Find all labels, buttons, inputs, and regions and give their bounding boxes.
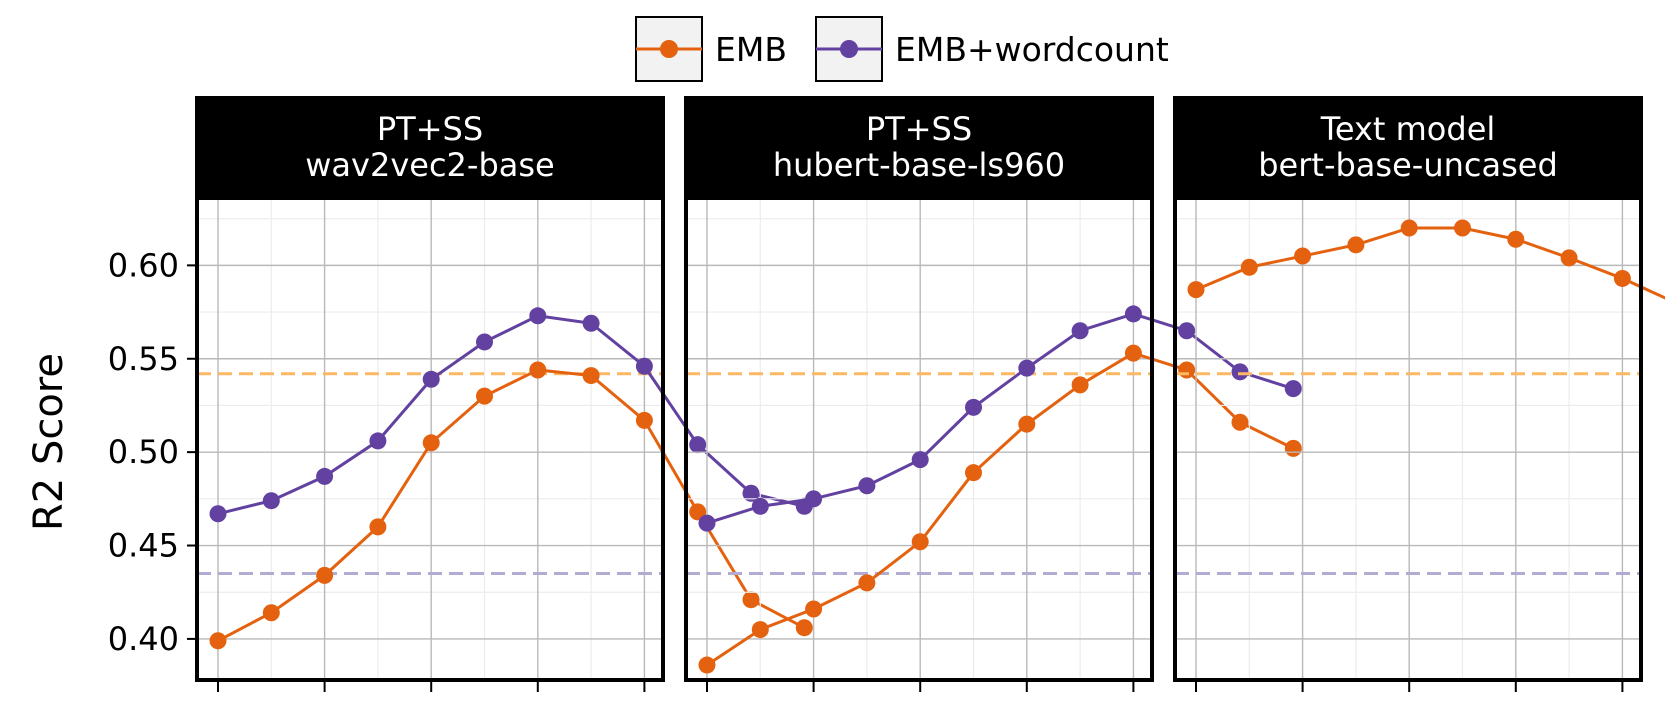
- data-point: [698, 656, 716, 674]
- series-line: [217, 314, 805, 516]
- data-point: [1124, 344, 1142, 362]
- data-point: [965, 464, 982, 482]
- facet-panels: PT+SSwav2vec2-basePT+SShubert-base-ls960…: [108, 96, 1665, 692]
- legend-item: EMB: [635, 16, 787, 82]
- data-point: [422, 370, 440, 388]
- data-point: [1284, 439, 1302, 457]
- data-point: [369, 432, 387, 450]
- data-point: [1454, 219, 1471, 237]
- data-point: [1507, 230, 1525, 248]
- legend-marker: [660, 40, 678, 58]
- y-tick-label: 0.40: [108, 620, 179, 658]
- y-axis-title: R2 Score: [26, 353, 72, 531]
- data-point: [1284, 380, 1302, 398]
- data-point: [1231, 413, 1249, 431]
- panel-strip: [197, 98, 663, 200]
- panel-title-line1: PT+SS: [866, 110, 972, 148]
- data-point: [369, 518, 387, 536]
- data-point: [751, 497, 769, 515]
- data-point: [689, 503, 707, 521]
- legend-marker: [840, 40, 858, 58]
- y-tick-label: 0.55: [108, 340, 179, 378]
- data-point: [689, 436, 707, 454]
- data-point: [529, 361, 547, 379]
- data-point: [1018, 415, 1036, 433]
- panel-title-line2: wav2vec2-base: [305, 146, 554, 184]
- data-point: [209, 505, 227, 523]
- data-point: [911, 533, 929, 551]
- data-point: [1613, 269, 1631, 287]
- data-point: [742, 484, 760, 502]
- panel-title-line2: bert-base-uncased: [1258, 146, 1558, 184]
- data-point: [911, 451, 929, 469]
- panel-strip: [1175, 98, 1641, 200]
- data-point: [316, 566, 334, 584]
- data-point: [1240, 258, 1258, 276]
- data-point: [635, 357, 653, 375]
- data-point: [1071, 322, 1089, 340]
- data-point: [1018, 359, 1036, 377]
- data-point: [805, 600, 823, 618]
- data-point: [1178, 322, 1196, 340]
- data-point: [858, 574, 876, 592]
- data-point: [1187, 281, 1205, 299]
- data-point: [795, 619, 813, 637]
- data-point: [262, 492, 280, 510]
- data-point: [1124, 305, 1142, 323]
- data-point: [1294, 247, 1312, 265]
- data-point: [262, 604, 280, 622]
- data-point: [476, 387, 493, 405]
- y-tick-label: 0.45: [108, 527, 179, 565]
- data-point: [805, 490, 823, 508]
- data-point: [316, 467, 334, 485]
- legend: EMB EMB+wordcount: [635, 16, 1169, 82]
- series-line: [706, 312, 1294, 525]
- panel-title-line1: Text model: [1320, 110, 1496, 148]
- data-point: [965, 398, 982, 416]
- data-point: [582, 367, 600, 385]
- data-point: [1178, 361, 1196, 379]
- legend-item: EMB+wordcount: [815, 16, 1169, 82]
- y-tick-label: 0.60: [108, 246, 179, 284]
- series-line: [1195, 226, 1665, 300]
- data-point: [751, 621, 769, 639]
- data-point: [698, 514, 716, 532]
- data-point: [858, 477, 876, 495]
- data-point: [582, 314, 600, 332]
- legend-label: EMB: [715, 30, 787, 69]
- data-point: [422, 434, 440, 452]
- data-point: [529, 307, 547, 325]
- y-tick-label: 0.50: [108, 433, 179, 471]
- panel-title-line1: PT+SS: [377, 110, 483, 148]
- data-point: [209, 632, 227, 650]
- data-point: [1071, 376, 1089, 394]
- series-line: [217, 368, 805, 643]
- legend-label: EMB+wordcount: [895, 30, 1169, 69]
- data-point: [1560, 249, 1578, 267]
- data-point: [1400, 219, 1418, 237]
- series-line: [706, 351, 1294, 667]
- data-point: [1347, 236, 1365, 254]
- data-point: [742, 591, 760, 609]
- panel-strip: [686, 98, 1152, 200]
- panel-title-line2: hubert-base-ls960: [773, 146, 1065, 184]
- data-point: [1231, 363, 1249, 381]
- data-point: [476, 333, 493, 351]
- data-point: [635, 411, 653, 429]
